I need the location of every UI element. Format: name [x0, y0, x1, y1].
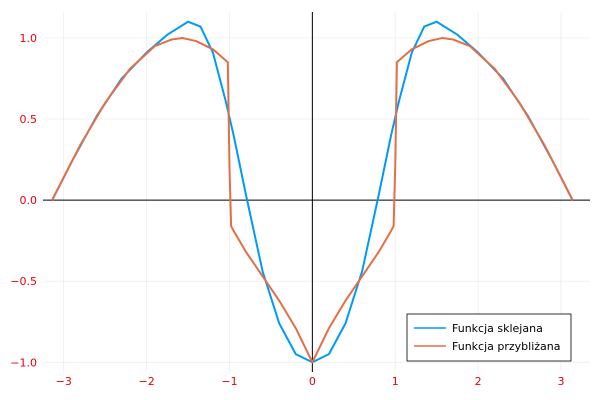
- series-0-point-25: [456, 34, 458, 36]
- series-0-point-11: [245, 194, 247, 196]
- x-tick-label-0: −3: [56, 375, 72, 388]
- series-0-point-17: [345, 322, 347, 324]
- series-0-point-20: [390, 134, 392, 136]
- tick-labels: −3 −2 −1 0 1 2 3 −1.0 −0.5 0.0 0.5 1.0: [10, 32, 564, 388]
- series-1-point-34: [572, 199, 574, 201]
- y-tick-label-3: 0.5: [20, 113, 38, 126]
- series-1-point-21: [378, 251, 380, 253]
- series-0-point-22: [411, 52, 413, 54]
- series-1-point-10: [228, 167, 230, 169]
- x-tick-label-4: 1: [392, 375, 399, 388]
- x-tick-label-1: −2: [138, 375, 154, 388]
- series-0-point-19: [378, 194, 380, 196]
- y-tick-label-4: 1.0: [20, 32, 38, 45]
- series-1-point-25: [396, 61, 398, 63]
- series-0-point-21: [398, 99, 400, 101]
- legend-label-funkcja-sklejana: Funkcja sklejana: [452, 322, 543, 335]
- series-1-point-29: [452, 39, 454, 41]
- series-1-point-18: [328, 327, 330, 329]
- series-1-point-6: [181, 37, 183, 39]
- series-1-point-5: [170, 39, 172, 41]
- series-1-point-8: [212, 48, 214, 50]
- series-1-point-22: [390, 230, 392, 232]
- series-1-point-23: [393, 225, 395, 227]
- series-0-point-6: [187, 21, 189, 23]
- series-1-point-3: [129, 68, 131, 70]
- series-0-point-12: [262, 270, 264, 272]
- legend: Funkcja sklejana Funkcja przybliżana: [406, 313, 572, 362]
- series-1-point-31: [494, 68, 496, 70]
- series-1-point-28: [441, 37, 443, 39]
- series-group: [51, 20, 574, 364]
- series-0-point-13: [278, 322, 280, 324]
- series-1-point-0: [51, 199, 53, 201]
- series-0-point-14: [295, 353, 297, 355]
- series-0-point-18: [361, 270, 363, 272]
- series-1-point-15: [278, 300, 280, 302]
- axes: [43, 12, 590, 372]
- series-1-point-24: [394, 167, 396, 169]
- y-tick-label-0: −1.0: [10, 356, 37, 369]
- series-0-point-8: [212, 52, 214, 54]
- y-tick-label-1: −0.5: [10, 275, 37, 288]
- series-1-point-12: [233, 230, 235, 232]
- series-1-point-9: [227, 61, 229, 63]
- legend-label-funkcja-przyblizana: Funkcja przybliżana: [452, 340, 561, 353]
- series-1-point-4: [154, 45, 156, 47]
- series-0-point-10: [233, 134, 235, 136]
- x-tick-label-6: 3: [557, 375, 564, 388]
- x-tick-label-2: −1: [221, 375, 237, 388]
- series-0-point-9: [224, 99, 226, 101]
- series-0-point-24: [436, 21, 438, 23]
- x-tick-label-5: 2: [475, 375, 482, 388]
- series-1-point-27: [427, 40, 429, 42]
- series-line-1: [51, 36, 574, 364]
- series-1-point-7: [195, 40, 197, 42]
- series-1-point-19: [345, 300, 347, 302]
- y-tick-label-2: 0.0: [20, 194, 38, 207]
- series-0-point-23: [423, 26, 425, 28]
- series-1-point-20: [361, 275, 363, 277]
- series-0-point-7: [199, 26, 201, 28]
- series-1-point-32: [519, 102, 521, 104]
- series-1-point-2: [104, 102, 106, 104]
- series-1-point-16: [295, 327, 297, 329]
- series-1-point-1: [79, 144, 81, 146]
- series-1-point-17: [311, 361, 313, 363]
- series-1-point-30: [469, 45, 471, 47]
- series-0-point-16: [328, 353, 330, 355]
- series-0-point-5: [166, 34, 168, 36]
- series-1-point-33: [543, 144, 545, 146]
- series-1-point-14: [262, 275, 264, 277]
- x-tick-label-3: 0: [309, 375, 316, 388]
- series-1-point-13: [245, 251, 247, 253]
- series-1-point-26: [411, 48, 413, 50]
- series-1-point-11: [230, 225, 232, 227]
- legend-box: [406, 313, 572, 362]
